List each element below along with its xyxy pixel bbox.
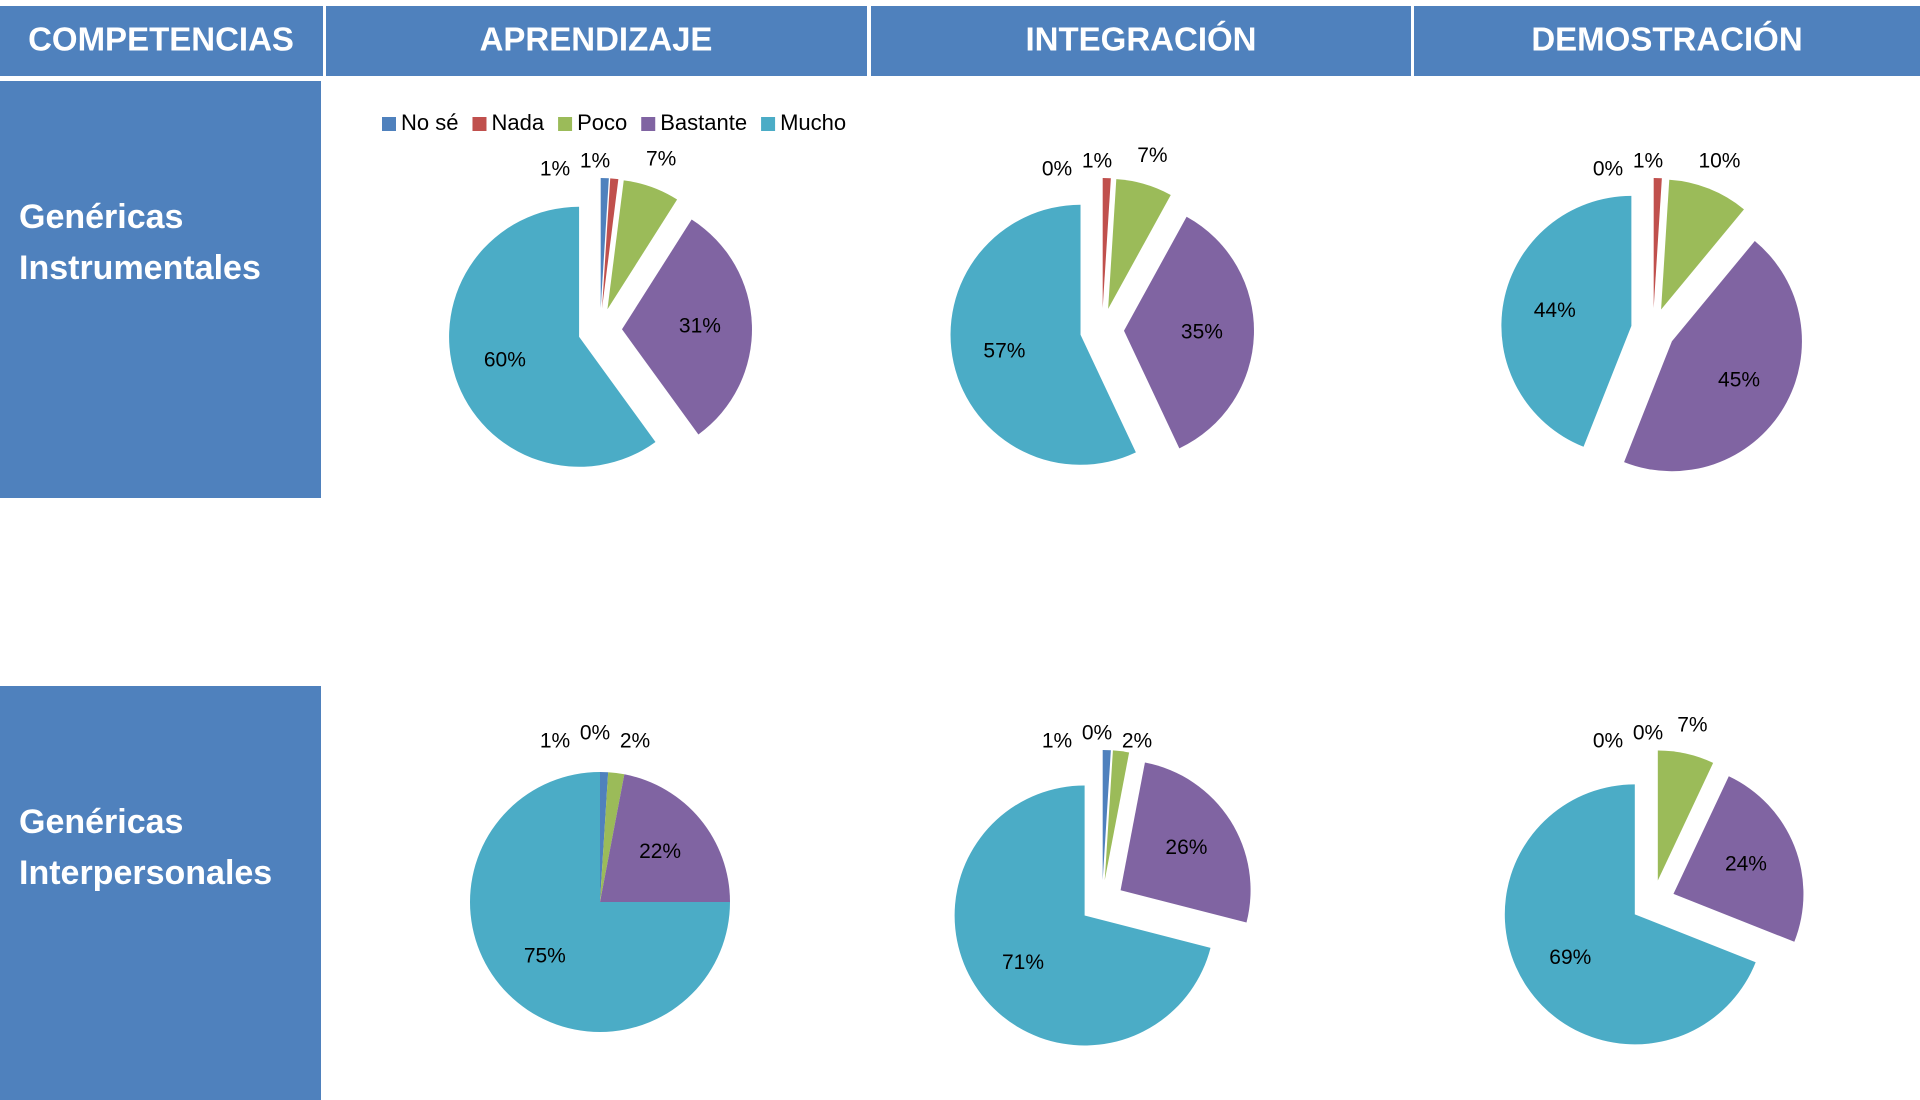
data-label: 7% [646,148,676,171]
legend-swatch [558,117,573,131]
data-label: 31% [679,314,721,337]
data-label: 1% [1042,730,1072,753]
data-label: 0% [1042,158,1072,181]
data-label: 7% [1677,713,1707,736]
pie-slice [1102,750,1111,881]
legend-swatch [472,117,487,131]
data-label: 10% [1698,150,1740,173]
header-text: APRENDIZAJE [480,21,713,58]
row-label-cell [0,81,321,498]
pie-slice [954,785,1211,1046]
pie-slice [1661,179,1744,310]
data-label: 0% [580,722,610,745]
data-label: 0% [1633,722,1663,745]
pie-slice [600,772,609,902]
data-label: 75% [524,945,566,968]
data-label: 22% [639,840,681,863]
data-label: 0% [1593,158,1623,181]
header-cell [326,6,867,76]
data-label: 24% [1725,853,1767,876]
pie-slice [1104,750,1130,881]
data-label: 60% [484,348,526,371]
pie-slice [600,178,609,309]
pie-slice [1673,776,1804,942]
data-label: 1% [540,730,570,753]
pie-slice [1624,241,1802,472]
data-label: 7% [1137,144,1167,167]
header-text: DEMOSTRACIÓN [1531,21,1802,58]
pie-slice [449,206,656,467]
pie-slice [1108,179,1171,309]
data-label: 1% [1633,150,1663,173]
pie-slice [621,219,752,435]
data-label: 1% [580,150,610,173]
legend-swatch [761,117,776,131]
pie-slice [1657,750,1714,881]
legend-label: No sé [401,110,458,135]
pie-slice [600,772,625,902]
data-label: 57% [983,339,1025,362]
row-label: Genéricas [19,198,183,236]
row-label: Interpersonales [19,854,272,892]
data-label: 35% [1181,321,1223,344]
header-cell [0,6,323,76]
legend-label: Bastante [660,110,747,135]
header-text: INTEGRACIÓN [1026,21,1257,58]
pie-slice [602,178,619,309]
data-label: 1% [540,158,570,181]
data-label: 44% [1534,299,1576,322]
data-label: 71% [1002,951,1044,974]
data-label: 0% [1082,722,1112,745]
data-label: 45% [1718,368,1760,391]
header-cell [1414,6,1920,76]
pie-slice [1120,762,1251,923]
pie-slice [607,180,678,310]
row-label-cell [0,686,321,1100]
legend-label: Mucho [780,110,846,135]
pie-slice [1102,178,1111,309]
pie-slice [950,204,1136,465]
pie-slice [470,772,730,1032]
header-cell [871,6,1411,76]
legend-swatch [382,117,396,131]
pie-slice [1653,178,1662,309]
data-label: 2% [620,730,650,753]
row-label: Instrumentales [19,249,261,287]
data-label: 26% [1165,836,1207,859]
row-label: Genéricas [19,803,183,841]
data-label: 0% [1593,730,1623,753]
data-label: 2% [1122,730,1152,753]
data-label: 69% [1549,946,1591,969]
data-label: 1% [1082,150,1112,173]
legend-swatch [641,117,656,131]
pie-slice [1123,216,1254,449]
legend-label: Nada [491,110,544,135]
pie-slice [1501,195,1632,447]
legend-label: Poco [577,110,627,135]
pie-slice [600,774,730,902]
pie-slice [1504,784,1756,1045]
header-text: COMPETENCIAS [28,21,294,58]
